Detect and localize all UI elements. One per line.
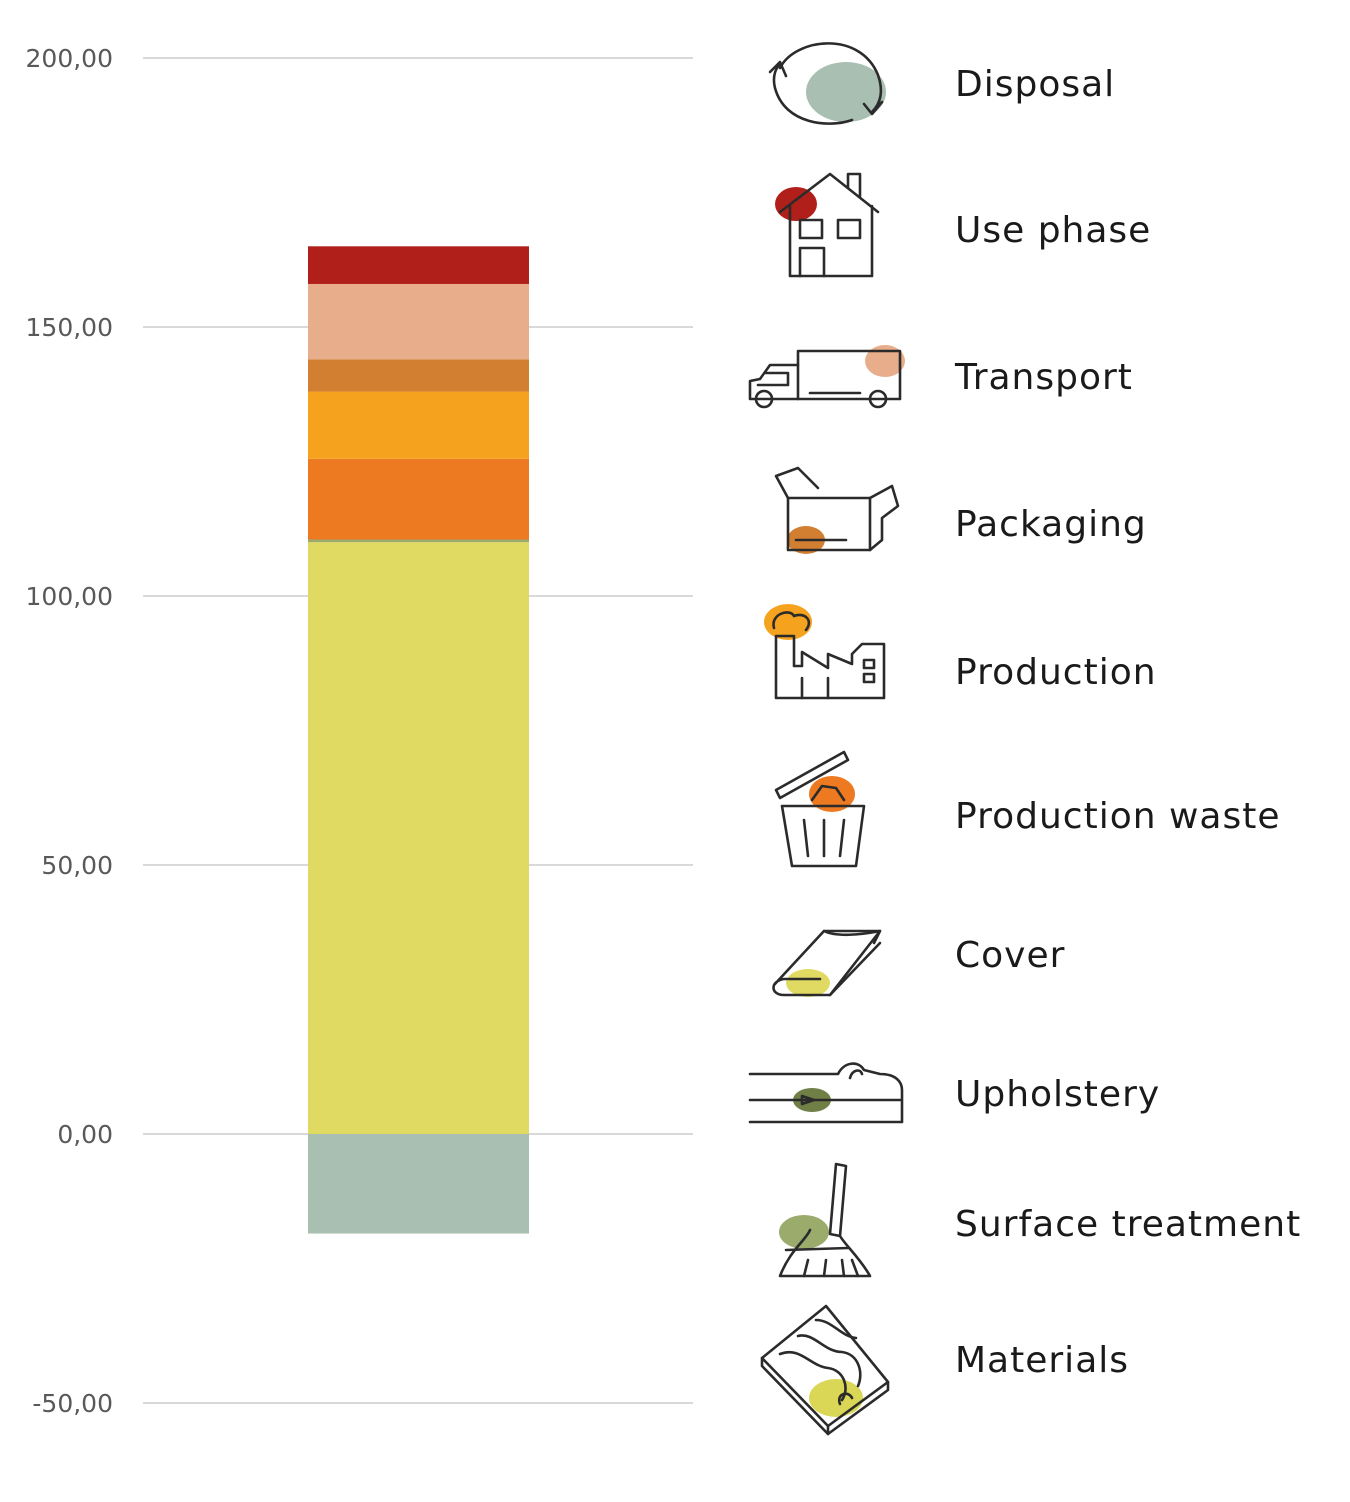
box-icon: [740, 460, 910, 590]
bar-segment-cover: [308, 542, 529, 1134]
trash-bin-icon: [740, 750, 910, 882]
legend-item-production-waste: Production waste: [740, 750, 1340, 882]
y-tick-label: 150,00: [26, 313, 113, 342]
legend-item-upholstery: Upholstery: [740, 1030, 1340, 1160]
legend-label: Production: [955, 652, 1157, 693]
bar-segment-production: [308, 458, 529, 540]
bar-segment-top: [308, 246, 529, 284]
fabric-roll-icon: [740, 891, 910, 1021]
legend-label: Packaging: [955, 504, 1147, 545]
bar-segment-disposal: [308, 1134, 529, 1234]
factory-icon: [740, 604, 910, 738]
y-tick-label: 50,00: [41, 851, 113, 880]
bar-stack: [308, 246, 529, 1234]
legend-label: Production waste: [955, 796, 1281, 837]
wood-plank-icon: [740, 1296, 910, 1436]
legend-label: Materials: [955, 1340, 1130, 1381]
legend-item-disposal: Disposal: [740, 20, 1340, 150]
truck-icon: [740, 313, 910, 443]
legend-label: Disposal: [955, 64, 1116, 105]
foam-icon: [740, 1030, 910, 1160]
legend-item-packaging: Packaging: [740, 460, 1340, 590]
bar-segment-packaging: [308, 391, 529, 459]
y-tick-label: -50,00: [32, 1389, 113, 1418]
legend-item-materials: Materials: [740, 1296, 1340, 1436]
y-tick-label: 0,00: [57, 1120, 113, 1149]
y-tick-label: 200,00: [26, 44, 113, 73]
legend-label: Transport: [955, 357, 1133, 398]
stacked-bar-chart: -50,00 0,00 50,00 100,00 150,00 200,00: [26, 44, 693, 1418]
y-tick-label: 100,00: [26, 582, 113, 611]
legend-label: Upholstery: [955, 1074, 1161, 1115]
recycle-icon: [740, 20, 910, 150]
legend-label: Use phase: [955, 210, 1152, 251]
legend-item-use-phase: Use phase: [740, 166, 1340, 296]
legend-item-cover: Cover: [740, 891, 1340, 1021]
y-axis-ticks: -50,00 0,00 50,00 100,00 150,00 200,00: [26, 44, 113, 1418]
bar-segment-transport: [308, 359, 529, 392]
legend-label: Surface treatment: [955, 1204, 1302, 1245]
legend-label: Cover: [955, 935, 1066, 976]
legend-item-production: Production: [740, 604, 1340, 738]
legend-item-transport: Transport: [740, 313, 1340, 443]
brush-icon: [740, 1160, 910, 1290]
bar-segment-use-phase: [308, 283, 529, 360]
house-icon: [740, 166, 910, 296]
legend-item-surface-treatment: Surface treatment: [740, 1160, 1340, 1290]
bar-segment-production-waste: [308, 539, 529, 543]
